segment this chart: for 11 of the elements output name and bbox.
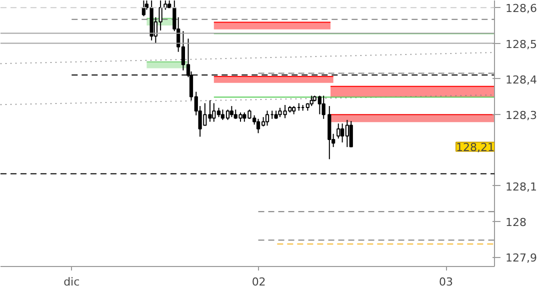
y-tick-label: 127,9 xyxy=(506,252,537,265)
y-tick-label: 128,3 xyxy=(506,109,537,122)
y-tick-label: 128 xyxy=(506,216,526,230)
y-tick-label: 128,6 xyxy=(506,2,537,16)
y-tick-label: 128,1 xyxy=(506,180,537,194)
y-tick-label: 128,5 xyxy=(506,38,537,51)
y-tick-label: 128,4 xyxy=(506,73,537,86)
annotation: 128,21 xyxy=(456,141,495,154)
x-tick-label: 03 xyxy=(439,276,454,288)
x-tick-label: dic xyxy=(64,276,80,288)
x-tick-label: 02 xyxy=(252,276,266,288)
